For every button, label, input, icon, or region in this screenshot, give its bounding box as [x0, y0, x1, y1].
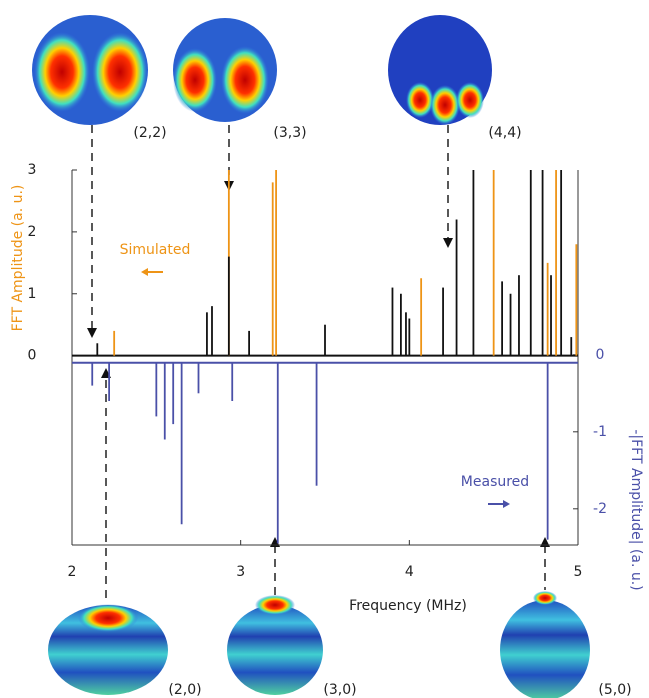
y-tick-label: 2	[28, 224, 37, 240]
mode-label: (4,4)	[488, 125, 521, 141]
x-tick-label: 4	[405, 564, 414, 580]
mode-label: (3,3)	[273, 125, 306, 141]
mode-label: (2,2)	[133, 125, 166, 141]
y2-tick-label: 0	[596, 347, 605, 363]
mode-images	[32, 15, 590, 698]
mode-label: (5,0)	[598, 682, 631, 698]
y-tick-label: 0	[28, 348, 37, 364]
y2-tick-label: -2	[593, 501, 607, 517]
legend-arrow	[141, 268, 148, 276]
x-tick-label: 5	[574, 564, 583, 580]
mode-label: (2,0)	[168, 682, 201, 698]
legend: Simulated Measured	[120, 242, 529, 508]
legend-label: Simulated	[120, 242, 191, 258]
x-tick-label: 3	[236, 564, 245, 580]
y-axis-label: FFT Amplitude (a. u.)	[10, 185, 26, 332]
y-tick-label: 3	[28, 162, 37, 178]
legend-label: Measured	[461, 474, 529, 490]
legend-arrow	[503, 500, 510, 508]
mode-label: (3,0)	[323, 682, 356, 698]
y2-axis-label: -|FFT Amplitude| (a. u.)	[628, 429, 644, 590]
x-tick-label: 2	[68, 564, 77, 580]
y-tick-label: 1	[28, 286, 37, 302]
y2-tick-label: -1	[593, 424, 607, 440]
x-axis-label: Frequency (MHz)	[349, 598, 467, 614]
